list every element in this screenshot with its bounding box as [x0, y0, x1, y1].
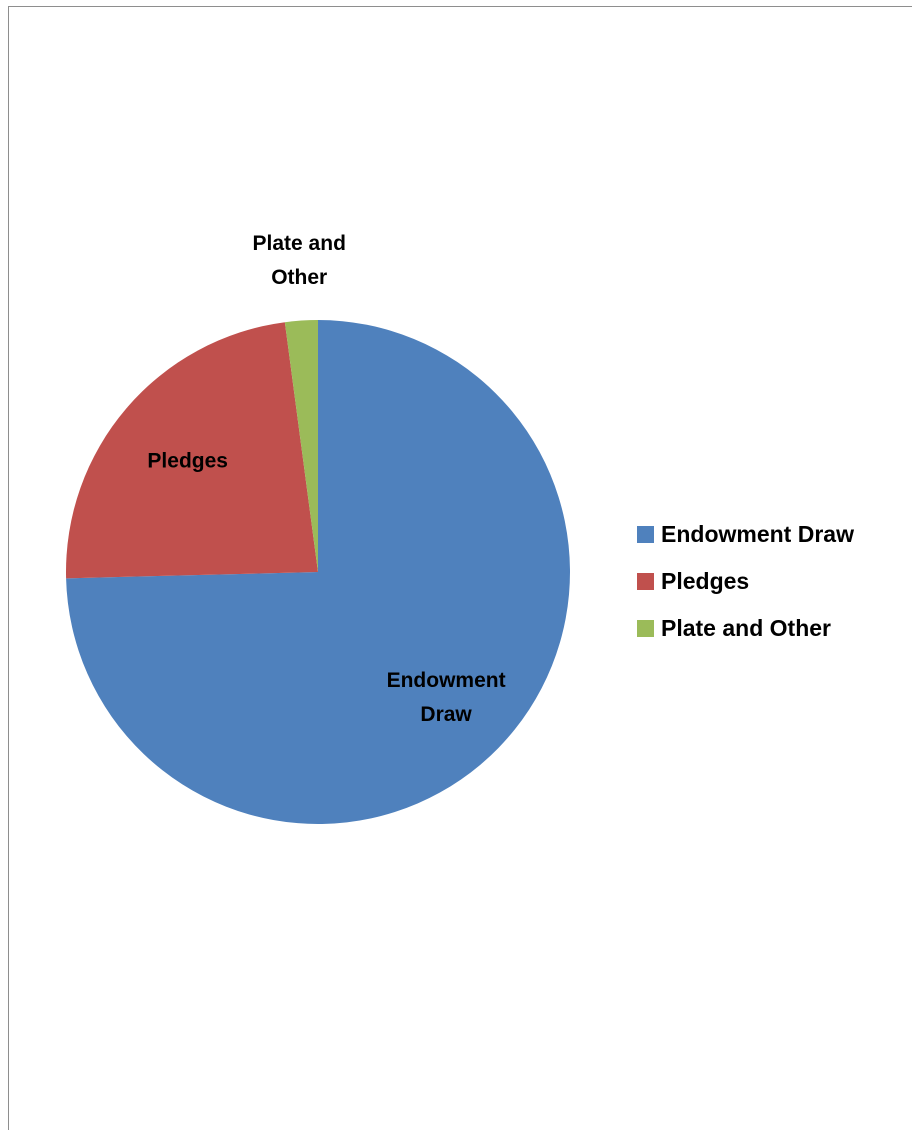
data-label-endowment-draw: Endowment Draw	[387, 669, 506, 726]
legend-item-pledges: Pledges	[637, 558, 854, 605]
legend-label-plate-and-other: Plate and Other	[661, 615, 831, 641]
legend-item-endowment-draw: Endowment Draw	[637, 511, 854, 558]
pie-slice-plate-and-other	[284, 320, 318, 572]
legend-item-plate-and-other: Plate and Other	[637, 605, 854, 652]
legend-label-endowment-draw: Endowment Draw	[661, 521, 854, 547]
legend-swatch-plate-and-other	[637, 620, 654, 637]
pie-slices	[66, 320, 570, 824]
legend-label-pledges: Pledges	[661, 568, 750, 594]
data-label-pledges: Pledges	[147, 450, 228, 473]
pie-data-labels: Endowment Draw Pledges Plate and Other	[147, 232, 505, 726]
legend-swatch-pledges	[637, 573, 654, 590]
legend: Endowment Draw Pledges Plate and Other	[637, 511, 854, 652]
legend-swatch-endowment-draw	[637, 526, 654, 543]
data-label-plate-and-other: Plate and Other	[253, 232, 346, 289]
pie-slice-endowment-draw	[66, 320, 570, 824]
pie-slice-pledges	[66, 322, 318, 579]
